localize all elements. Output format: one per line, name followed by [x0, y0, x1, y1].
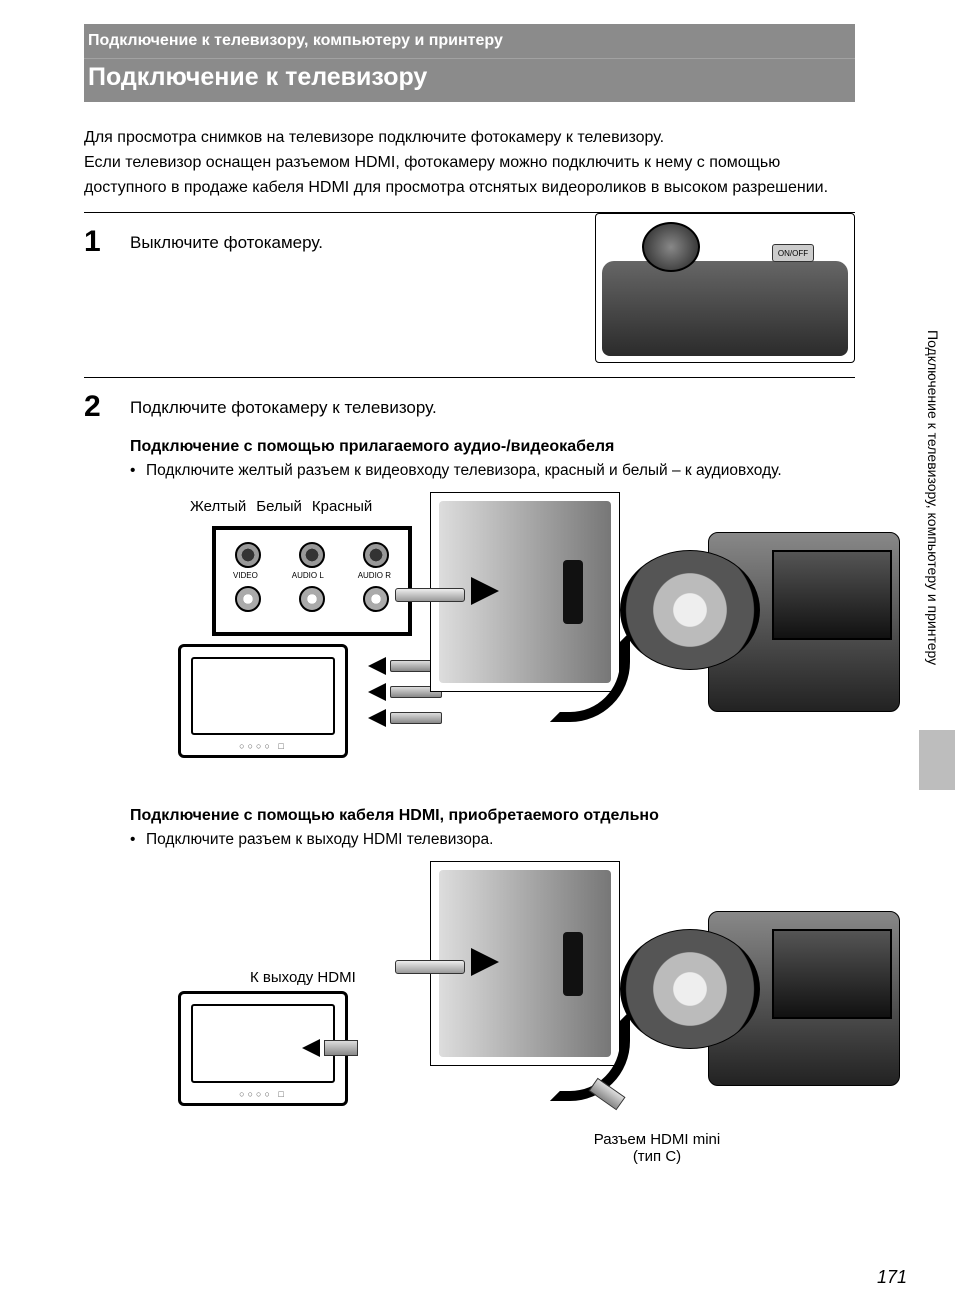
hdmi-diagram: К выходу HDMI ○○○○ □ — [130, 861, 855, 1166]
step-2-body: Подключите фотокамеру к телевизору. Подк… — [130, 392, 855, 1166]
camera-sketch: ON/OFF — [602, 220, 848, 356]
tv-mini-illustration: ○○○○ □ — [178, 644, 348, 758]
plug-icon — [299, 586, 325, 612]
hdmi-subheading: Подключение с помощью кабеля HDMI, приоб… — [130, 807, 855, 825]
tv-buttons-icon: ○○○○ □ — [181, 1089, 345, 1099]
bigcam-screen-icon — [772, 550, 892, 640]
side-tab-text: Подключение к телевизору, компьютеру и п… — [919, 320, 947, 675]
header-band: Подключение к телевизору, компьютеру и п… — [84, 24, 855, 102]
hdmi-tip-icon — [324, 1040, 358, 1056]
step-2-number: 2 — [84, 392, 112, 422]
rca-plugs-in-panel — [216, 586, 408, 612]
tv-buttons-icon: ○○○○ □ — [181, 741, 345, 751]
manual-page: Подключение к телевизору, компьютеру и п… — [0, 0, 955, 1314]
hdmi-mini-label: Разъем HDMI mini (тип C) — [582, 1131, 732, 1165]
intro-paragraph: Для просмотра снимков на телевизоре подк… — [84, 126, 855, 213]
port-slot-icon — [563, 560, 583, 624]
cap-audio-l: AUDIO L — [292, 571, 324, 580]
step-2-text: Подключите фотокамеру к телевизору. — [130, 398, 855, 418]
plug-body-icon — [390, 712, 442, 724]
insert-arrow-icon — [471, 577, 499, 605]
step-1: 1 Выключите фотокамеру. — [84, 227, 323, 257]
cap-audio-r: AUDIO R — [358, 571, 391, 580]
bigcam-icon — [620, 522, 900, 722]
camera-rear-illustration — [620, 522, 900, 722]
av-bullet: Подключите желтый разъем к видеовходу те… — [130, 462, 855, 480]
hdmi-mini-line2: (тип C) — [582, 1148, 732, 1165]
plug-icon — [235, 586, 261, 612]
camera-body-shape — [602, 261, 848, 356]
insert-arrow-icon — [471, 948, 499, 976]
camera-top-illustration: ON/OFF — [595, 213, 855, 363]
bigcam-lens-icon — [620, 929, 760, 1049]
hdmi-bullet: Подключите разъем к выходу HDMI телевизо… — [130, 831, 855, 849]
cable-end-icon — [395, 960, 465, 974]
onoff-button-label: ON/OFF — [772, 244, 814, 262]
label-yellow: Желтый — [190, 498, 246, 515]
arrow-left-icon — [368, 709, 386, 727]
hdmi-plug-to-tv — [302, 1039, 358, 1057]
cable-end-icon — [395, 588, 465, 602]
rca-panel: VIDEO AUDIO L AUDIO R — [212, 526, 412, 636]
camera-rear-illustration-hdmi — [620, 901, 900, 1096]
av-diagram: Желтый Белый Красный VIDEO AUDIO L AUDIO… — [130, 492, 855, 787]
hdmi-mini-line1: Разъем HDMI mini — [582, 1131, 732, 1148]
page-number: 171 — [877, 1267, 907, 1288]
jack-video-icon — [235, 542, 261, 568]
arrow-left-icon — [368, 683, 386, 701]
rca-color-labels: Желтый Белый Красный — [190, 498, 372, 515]
cap-video: VIDEO — [233, 571, 258, 580]
av-subheading: Подключение с помощью прилагаемого аудио… — [130, 438, 855, 456]
bigcam-screen-icon — [772, 929, 892, 1019]
side-tab: Подключение к телевизору, компьютеру и п… — [919, 320, 955, 675]
label-red: Красный — [312, 498, 372, 515]
page-title: Подключение к телевизору — [84, 58, 855, 98]
bigcam-lens-icon — [620, 550, 760, 670]
rca-captions: VIDEO AUDIO L AUDIO R — [216, 571, 408, 580]
to-hdmi-label: К выходу HDMI — [250, 969, 356, 986]
arrow-left-icon — [302, 1039, 320, 1057]
step-1-number: 1 — [84, 227, 112, 257]
side-tab-mark — [919, 730, 955, 790]
rca-jacks — [216, 542, 408, 568]
jack-audio-l-icon — [299, 542, 325, 568]
step-2: 2 Подключите фотокамеру к телевизору. По… — [84, 392, 855, 1166]
callout-curve-arrow-icon — [550, 632, 630, 722]
breadcrumb: Подключение к телевизору, компьютеру и п… — [84, 32, 855, 58]
rca-plug-row — [368, 709, 442, 727]
step-1-row: 1 Выключите фотокамеру. ON/OFF — [84, 213, 855, 378]
tv-screen-icon — [191, 657, 335, 735]
bigcam-icon — [620, 901, 900, 1096]
plug-icon — [363, 586, 389, 612]
port-slot-icon — [563, 932, 583, 996]
label-white: Белый — [256, 498, 302, 515]
arrow-left-icon — [368, 657, 386, 675]
step-1-text: Выключите фотокамеру. — [130, 227, 323, 253]
jack-audio-r-icon — [363, 542, 389, 568]
